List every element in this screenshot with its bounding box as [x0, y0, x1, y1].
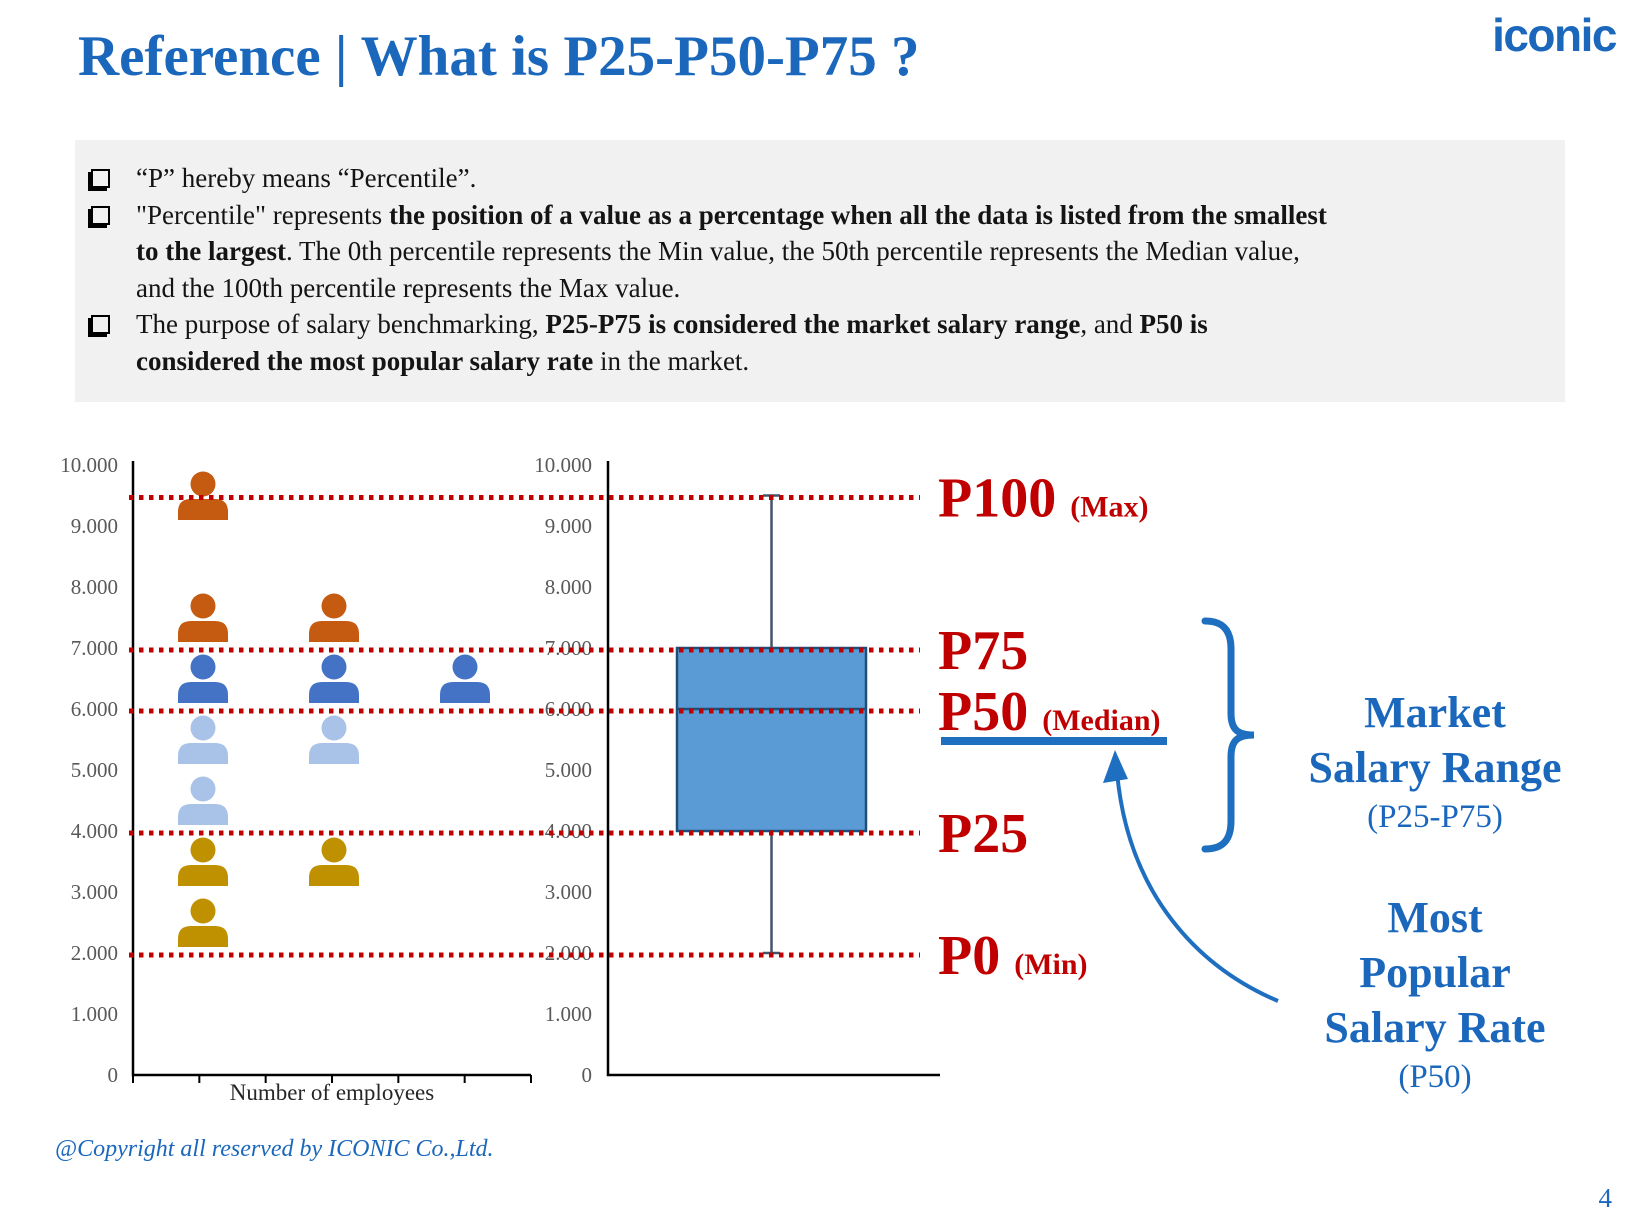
market-range-line: Market [1364, 688, 1506, 737]
copyright-footer: @Copyright all reserved by ICONIC Co.,Lt… [55, 1136, 494, 1162]
person-icon [440, 654, 490, 703]
person-head [190, 898, 216, 924]
info-bullet-list: “P” hereby means “Percentile”. "Percentil… [91, 160, 1537, 379]
employee-chart-ytick-label: 4.000 [71, 819, 118, 843]
p50-arrowhead-icon [1103, 750, 1128, 783]
person-icon [178, 776, 228, 825]
square-bullet-icon [91, 169, 110, 188]
person-icon [309, 715, 359, 764]
percentile-label-p0: P0 (Min) [938, 925, 1088, 987]
square-bullet-icon [91, 205, 110, 225]
market-salary-range-label: Market Salary Range (P25-P75) [1245, 685, 1625, 839]
percentile-label-p50: P50 (Median) [938, 681, 1161, 743]
employee-chart-ytick-label: 0 [108, 1063, 119, 1087]
person-body [178, 621, 228, 642]
employee-chart-ytick-label: 10.000 [60, 453, 118, 477]
employee-chart-ytick-label: 8.000 [71, 575, 118, 599]
boxplot-ytick-label: 1.000 [545, 1002, 592, 1026]
person-icon [178, 654, 228, 703]
boxplot-ytick-label: 0 [582, 1063, 593, 1087]
square-bullet-icon [91, 315, 110, 334]
employee-chart-ytick-label: 7.000 [71, 636, 118, 660]
bullet-text: The purpose of salary benchmarking, P25-… [136, 309, 1208, 376]
percentile-label-p25: P25 [938, 803, 1028, 865]
boxplot-ytick-label: 5.000 [545, 758, 592, 782]
person-icon [309, 837, 359, 886]
person-head [190, 593, 216, 619]
boxplot-axes [606, 461, 940, 1077]
iqr-box [675, 646, 868, 833]
person-body [309, 865, 359, 886]
boxplot-ytick-label: 9.000 [545, 514, 592, 538]
person-icon [309, 654, 359, 703]
market-range-sub: (P25-P75) [1367, 799, 1503, 835]
person-icon [178, 471, 228, 520]
person-body [440, 682, 490, 703]
person-body [178, 865, 228, 886]
most-popular-line: Salary Rate [1324, 1003, 1546, 1052]
person-icon [178, 715, 228, 764]
person-icon [178, 898, 228, 947]
employee-chart-axes [131, 461, 531, 1077]
person-icon [178, 593, 228, 642]
info-bullet: "Percentile" represents the position of … [91, 197, 1537, 307]
iconic-logo: iconic [1492, 9, 1617, 61]
employee-chart-ytick-label: 5.000 [71, 758, 118, 782]
percentile-label-p75: P75 [938, 620, 1028, 682]
p50-arrow-curve [1115, 771, 1279, 1003]
employee-chart-ytick-label: 1.000 [71, 1002, 118, 1026]
person-body [309, 682, 359, 703]
page-number: 4 [1598, 1183, 1613, 1213]
person-body [178, 804, 228, 825]
employee-chart-ytick-label: 3.000 [71, 880, 118, 904]
person-icon [178, 837, 228, 886]
person-body [309, 621, 359, 642]
person-head [321, 715, 347, 741]
page-title: Reference | What is P25-P50-P75 ? [78, 25, 920, 88]
employee-chart-ytick-label: 2.000 [71, 941, 118, 965]
most-popular-line: Popular [1359, 948, 1511, 997]
person-body [309, 743, 359, 764]
box-plot [675, 494, 868, 955]
person-body [178, 743, 228, 764]
most-popular-sub: (P50) [1398, 1059, 1472, 1095]
employee-chart-ytick-label: 6.000 [71, 697, 118, 721]
person-head [321, 654, 347, 680]
person-head [190, 776, 216, 802]
boxplot-ytick-label: 8.000 [545, 575, 592, 599]
most-popular-line: Most [1387, 893, 1483, 942]
person-head [321, 593, 347, 619]
bullet-text: “P” hereby means “Percentile”. [136, 163, 477, 193]
boxplot-ytick-label: 10.000 [534, 453, 592, 477]
person-body [178, 926, 228, 947]
percentile-label-p100: P100 (Max) [938, 468, 1149, 530]
info-bullet: The purpose of salary benchmarking, P25-… [91, 306, 1537, 379]
person-body [178, 499, 228, 520]
person-head [190, 715, 216, 741]
market-range-brace [1201, 617, 1255, 853]
person-icon [309, 593, 359, 642]
bullet-text: "Percentile" represents the position of … [136, 199, 1327, 303]
info-bullet: “P” hereby means “Percentile”. [91, 160, 1537, 197]
person-head [321, 837, 347, 863]
person-head [190, 654, 216, 680]
person-head [452, 654, 478, 680]
person-head [190, 837, 216, 863]
employee-chart-xlabel: Number of employees [230, 1080, 434, 1105]
market-range-line: Salary Range [1308, 743, 1562, 792]
info-box: “P” hereby means “Percentile”. "Percentil… [75, 140, 1565, 402]
employee-chart-ytick-label: 9.000 [71, 514, 118, 538]
most-popular-salary-rate-label: Most Popular Salary Rate (P50) [1245, 890, 1625, 1099]
p50-underline [941, 737, 1167, 745]
boxplot-ytick-label: 3.000 [545, 880, 592, 904]
person-head [190, 471, 216, 497]
person-body [178, 682, 228, 703]
